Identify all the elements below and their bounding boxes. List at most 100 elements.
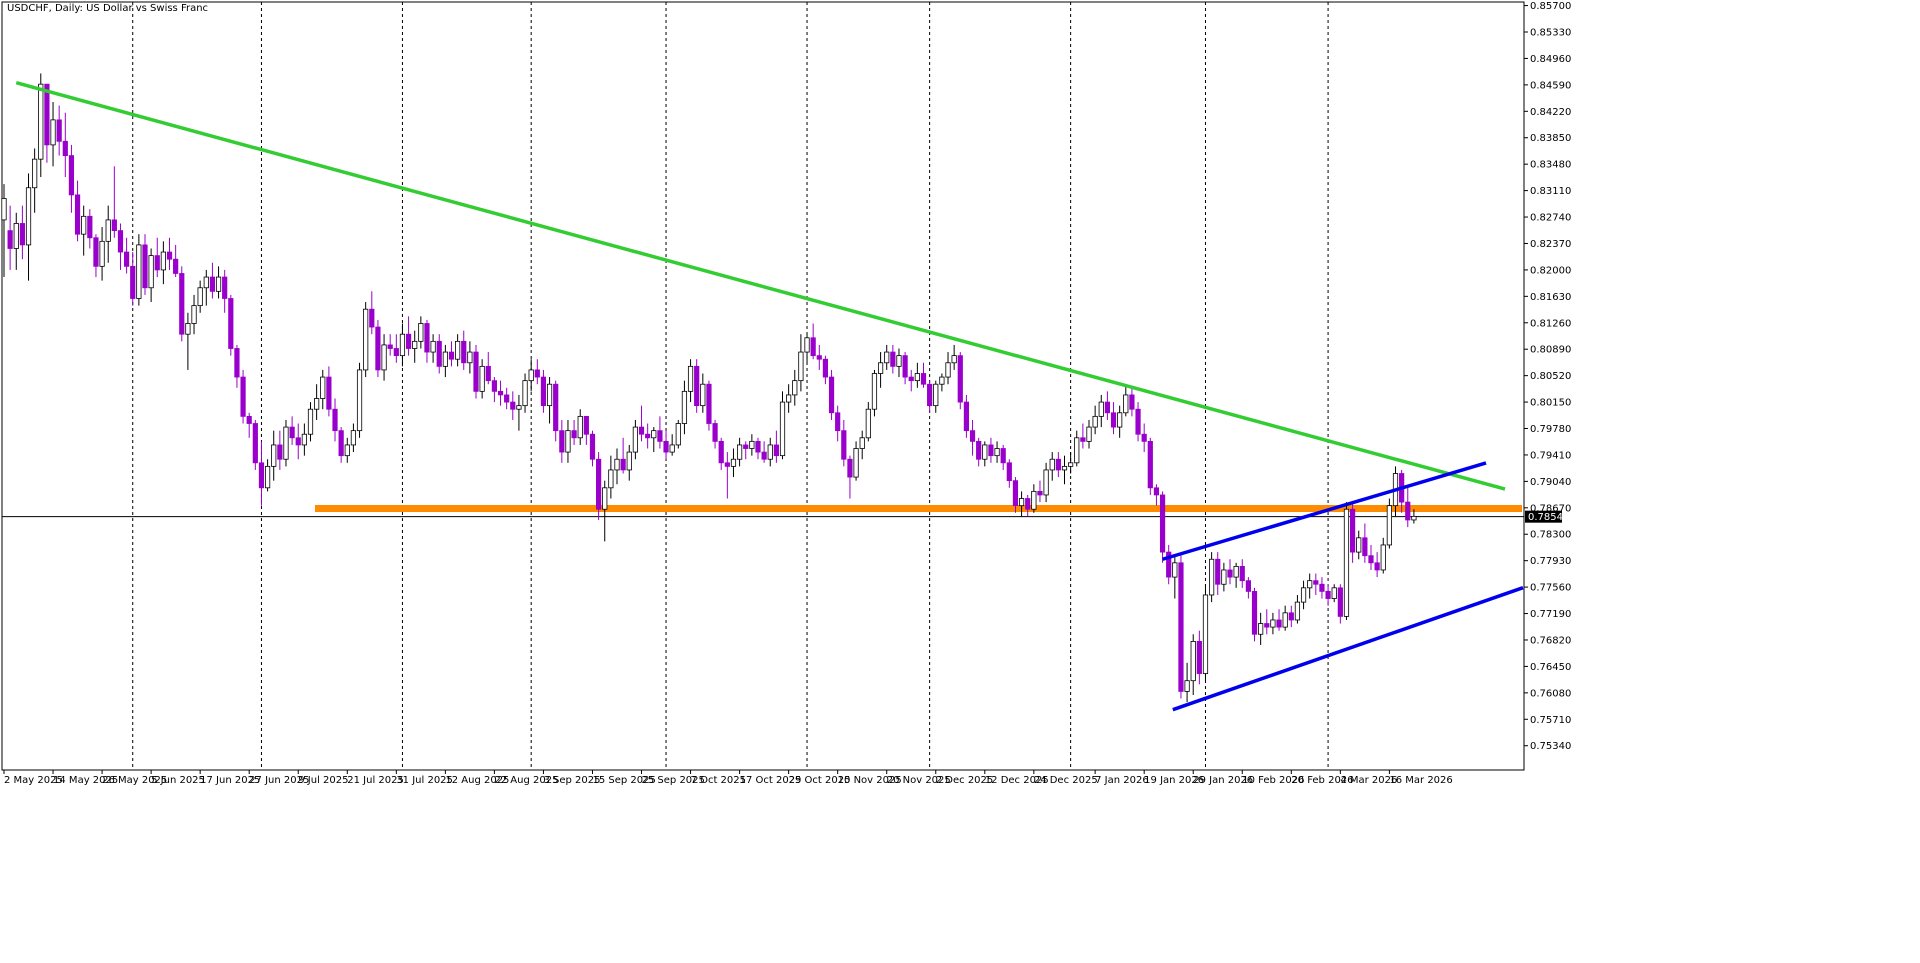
bull-candle-body [136,244,142,299]
bull-candle-body [675,423,681,446]
bear-candle-body [1055,458,1061,471]
y-tick-label: 0.76080 [1530,688,1571,699]
candle [344,437,350,463]
candle [559,419,565,463]
candle [749,434,755,456]
candle [718,437,724,470]
y-tick-label: 0.76450 [1530,662,1571,673]
bear-candle-body [424,323,430,353]
bear-candle-body [166,251,173,260]
candle [884,344,890,370]
current-price-tag [1525,510,1562,523]
candle [645,423,651,449]
x-tick-label: 2 Dec 2025 [936,775,994,786]
x-tick-label: 25 Sep 2025 [642,775,705,786]
bull-candle-body [522,380,528,407]
candle [173,244,179,278]
bear-candle-body [93,237,99,267]
candle [1,184,7,278]
bear-candle-body [87,215,93,239]
candle [1405,487,1411,528]
y-tick-label: 0.79040 [1530,477,1571,488]
bear-candle-body [718,440,724,464]
bear-candle-body [44,83,50,146]
bear-candle-body [369,308,375,328]
bear-candle-body [234,348,240,378]
candle [1300,580,1307,610]
bear-candle-body [504,394,510,403]
candle [350,423,357,453]
bull-candle-body [565,430,571,453]
candle [442,344,448,378]
bear-candle-body [7,230,13,249]
candle [583,415,589,445]
candle [1153,484,1160,506]
candle [1006,459,1012,488]
bull-candle-body [399,333,406,357]
bull-candle-body [1356,537,1362,553]
bull-candle-body [945,362,951,378]
bear-candle-body [1215,558,1221,585]
candle [571,419,577,445]
x-tick-label: 4 Mar 2026 [1340,775,1397,786]
candle [32,148,38,213]
bear-candle-body [1251,590,1258,635]
candle [203,269,209,306]
bull-candle-body [1411,515,1417,521]
candle [1362,523,1368,563]
bear-candle-body [1080,437,1086,442]
bull-candle-body [1092,415,1098,428]
candle [632,419,638,460]
x-tick-label: 17 Jun 2025 [200,775,260,786]
bull-candle-body [1123,394,1129,414]
candle [185,312,191,370]
y-tick-label: 0.76820 [1530,635,1571,646]
bull-candle-body [700,383,706,407]
candle [485,352,491,385]
bull-candle-body [81,215,87,235]
bear-candle-body [124,251,130,267]
candle [908,369,914,392]
x-tick-label: 2 May 2025 [4,775,63,786]
candle [1356,530,1362,560]
candle [424,319,430,363]
bear-candle-body [743,444,749,449]
bear-candle-body [1368,555,1374,564]
candle [841,419,847,467]
bear-candle-body [1012,480,1019,507]
candle [945,352,951,385]
candle [957,352,963,410]
bear-candle-body [694,365,700,407]
y-tick-label: 0.85700 [1530,1,1571,12]
bull-candle-body [1043,469,1049,496]
candle [516,394,522,431]
x-tick-label: 20 Nov 2025 [887,775,951,786]
bear-candle-body [816,355,822,360]
candle [724,452,730,499]
plot-frame [1,1,1525,771]
candle [737,437,743,467]
bear-candle-body [19,223,25,246]
candle [522,373,528,413]
candle [467,341,473,374]
candle [412,330,418,363]
bear-candle-body [835,412,841,432]
bear-candle-body [338,430,344,457]
bull-candle-body [884,351,890,364]
x-tick-label: 17 Oct 2025 [740,775,802,786]
bull-candle-body [381,344,387,371]
candle [546,377,553,424]
bull-candle-body [914,373,920,382]
bear-candle-body [1350,508,1356,553]
x-tick-label: 10 Feb 2026 [1242,775,1304,786]
x-tick-label: 7 Jan 2026 [1095,775,1149,786]
candle [295,423,301,460]
candle [179,266,185,342]
bull-candle-body [442,351,448,367]
candle [363,302,369,378]
candle [510,391,516,420]
candle [675,419,681,449]
candle [87,209,93,249]
